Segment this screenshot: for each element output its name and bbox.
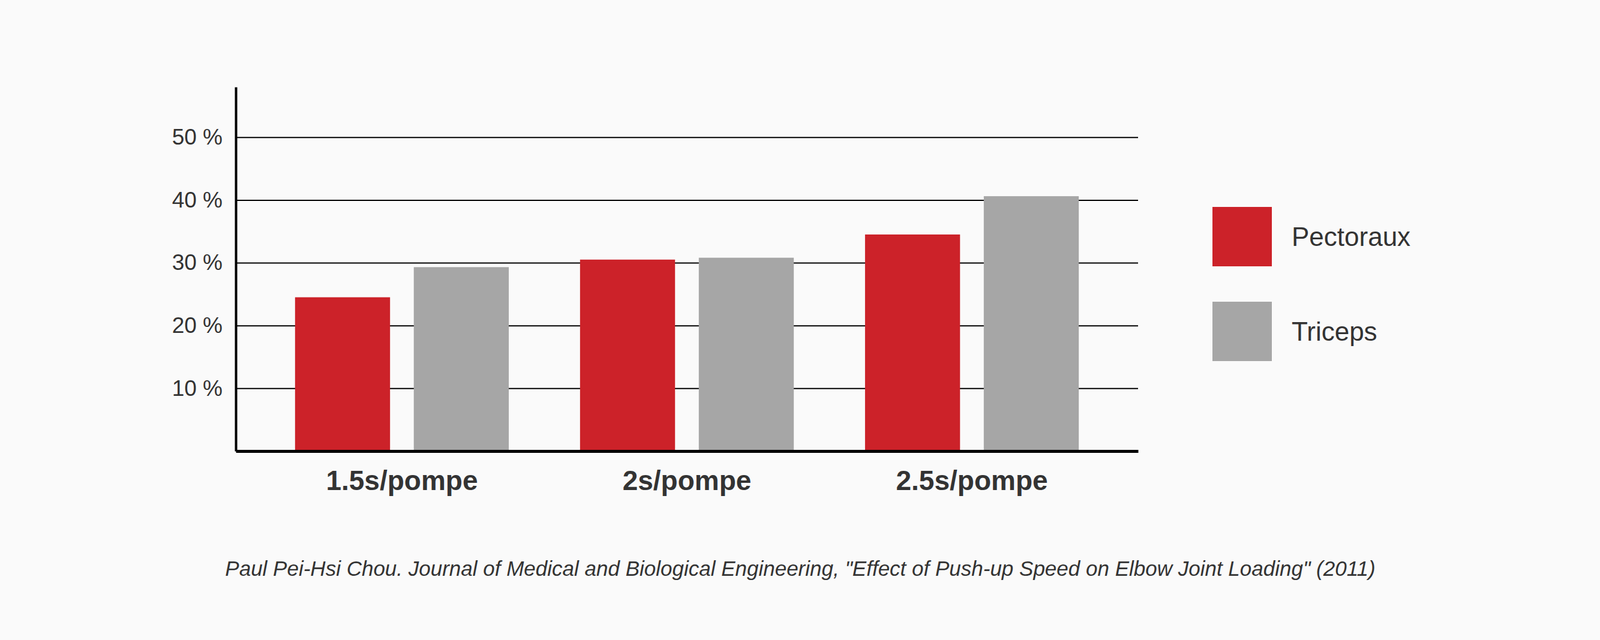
legend-swatch [1212, 206, 1272, 267]
x-tick-label: 1.5s/pompe [325, 464, 478, 497]
y-tick-label: 20 % [172, 313, 223, 338]
y-tick-label: 10 % [172, 376, 223, 401]
chart: 10 % 20 % 30 % 40 % 50 % 1.5s/pompe 2s/pompe 2.… [0, 0, 1600, 640]
y-tick-label: 50 % [172, 124, 223, 150]
bar [865, 234, 960, 452]
bar [698, 257, 794, 452]
x-tick-label: 2s/pompe [622, 464, 752, 497]
y-axis: 10 % 20 % 30 % 40 % 50 % [172, 87, 1139, 452]
y-tick-label: 30 % [172, 250, 223, 275]
bar [295, 297, 390, 452]
bar [983, 196, 1079, 452]
x-axis-line [236, 449, 1139, 453]
x-tick: 2.5s/pompe [896, 464, 1049, 497]
bar [580, 259, 675, 452]
background [0, 0, 1600, 640]
bars [295, 196, 1079, 452]
x-tick-label: 2.5s/pompe [896, 464, 1049, 497]
x-axis: 1.5s/pompe 2s/pompe 2.5s/pompe [236, 451, 1139, 497]
legend-swatch [1212, 301, 1272, 362]
legend: Pectoraux Triceps [1212, 206, 1411, 362]
y-axis-line [235, 87, 238, 452]
caption: Paul Pei-Hsi Chou. Journal of Medical an… [224, 556, 1376, 581]
plot: 10 % 20 % 30 % 40 % 50 % 1.5s/pompe 2s/pompe 2.… [172, 87, 1139, 497]
x-tick: 2s/pompe [622, 464, 752, 497]
bar [413, 266, 509, 452]
legend-label: Pectoraux [1291, 221, 1411, 252]
grid-line [235, 136, 1139, 138]
legend-label: Triceps [1291, 316, 1378, 347]
x-tick: 1.5s/pompe [325, 464, 478, 497]
y-tick-label: 40 % [172, 187, 223, 213]
y-tick: 50 % [172, 124, 1139, 150]
